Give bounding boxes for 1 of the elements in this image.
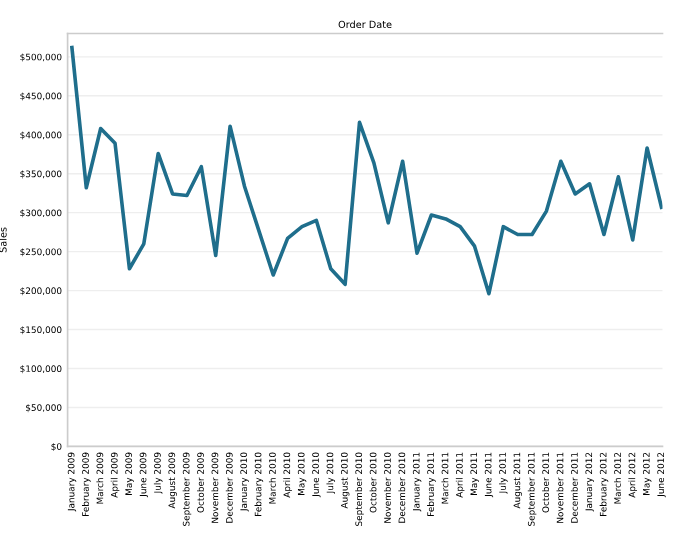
line-series	[70, 45, 663, 296]
